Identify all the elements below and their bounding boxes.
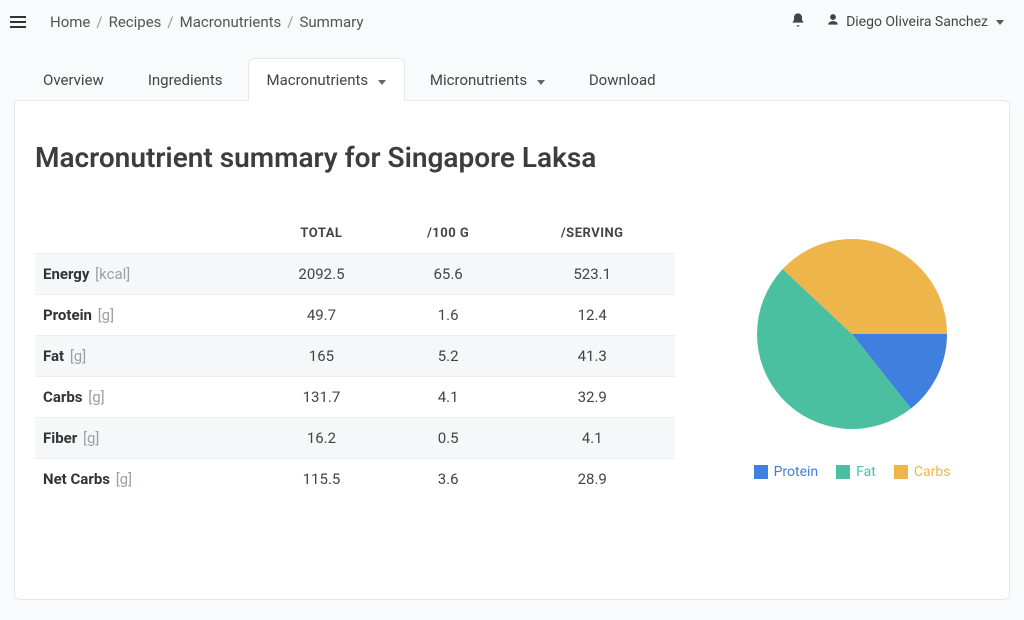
- pie-chart: [742, 224, 962, 444]
- row-label: Fiber [g]: [35, 418, 256, 459]
- table-row: Energy [kcal]2092.565.6523.1: [35, 254, 675, 295]
- row-label: Energy [kcal]: [35, 254, 256, 295]
- row-value: 41.3: [509, 336, 675, 377]
- tab-macronutrients[interactable]: Macronutrients: [248, 58, 405, 101]
- chevron-down-icon: [537, 80, 545, 85]
- user-menu[interactable]: Diego Oliveira Sanchez: [826, 13, 1004, 31]
- legend-item-carbs: Carbs: [894, 464, 951, 480]
- breadcrumb: Home / Recipes / Macronutrients / Summar…: [50, 13, 363, 31]
- bell-icon[interactable]: [790, 12, 806, 32]
- breadcrumb-item[interactable]: Macronutrients: [180, 13, 282, 31]
- row-label: Fat [g]: [35, 336, 256, 377]
- breadcrumb-sep: /: [287, 13, 293, 31]
- legend-swatch: [836, 465, 850, 479]
- row-value: 131.7: [256, 377, 387, 418]
- breadcrumb-item[interactable]: Recipes: [109, 13, 162, 31]
- tab-ingredients[interactable]: Ingredients: [129, 58, 242, 101]
- legend-label: Fat: [856, 464, 876, 480]
- menu-icon[interactable]: [10, 12, 30, 32]
- chevron-down-icon: [996, 20, 1004, 25]
- user-icon: [826, 13, 840, 31]
- legend-label: Protein: [774, 464, 819, 480]
- tab-download[interactable]: Download: [570, 58, 675, 101]
- tab-overview[interactable]: Overview: [24, 58, 123, 101]
- table-row: Protein [g]49.71.612.4: [35, 295, 675, 336]
- user-name: Diego Oliveira Sanchez: [846, 14, 988, 30]
- row-value: 523.1: [509, 254, 675, 295]
- breadcrumb-item-current: Summary: [300, 13, 364, 31]
- table-row: Fiber [g]16.20.54.1: [35, 418, 675, 459]
- row-value: 1.6: [387, 295, 510, 336]
- tabs: OverviewIngredientsMacronutrients Micron…: [14, 58, 1010, 101]
- table-row: Net Carbs [g]115.53.628.9: [35, 459, 675, 500]
- row-value: 5.2: [387, 336, 510, 377]
- breadcrumb-sep: /: [167, 13, 173, 31]
- row-label: Protein [g]: [35, 295, 256, 336]
- row-value: 115.5: [256, 459, 387, 500]
- row-value: 4.1: [509, 418, 675, 459]
- row-value: 28.9: [509, 459, 675, 500]
- tab-micronutrients[interactable]: Micronutrients: [411, 58, 564, 101]
- topbar: Home / Recipes / Macronutrients / Summar…: [0, 0, 1024, 44]
- row-value: 49.7: [256, 295, 387, 336]
- row-value: 3.6: [387, 459, 510, 500]
- row-label: Carbs [g]: [35, 377, 256, 418]
- table-row: Carbs [g]131.74.132.9: [35, 377, 675, 418]
- row-value: 65.6: [387, 254, 510, 295]
- row-value: 32.9: [509, 377, 675, 418]
- row-value: 165: [256, 336, 387, 377]
- table-header: /SERVING: [509, 214, 675, 254]
- legend-label: Carbs: [914, 464, 951, 480]
- table-header: TOTAL: [256, 214, 387, 254]
- row-label: Net Carbs [g]: [35, 459, 256, 500]
- macronutrient-table: TOTAL/100 G/SERVING Energy [kcal]2092.56…: [35, 214, 675, 499]
- pie-chart-section: Protein Fat Carbs: [715, 214, 989, 480]
- table-header: /100 G: [387, 214, 510, 254]
- row-value: 4.1: [387, 377, 510, 418]
- legend-item-protein: Protein: [754, 464, 819, 480]
- content-panel: Macronutrient summary for Singapore Laks…: [14, 100, 1010, 600]
- row-value: 16.2: [256, 418, 387, 459]
- row-value: 2092.5: [256, 254, 387, 295]
- table-header: [35, 214, 256, 254]
- legend-swatch: [754, 465, 768, 479]
- breadcrumb-item[interactable]: Home: [50, 13, 90, 31]
- row-value: 0.5: [387, 418, 510, 459]
- page-title: Macronutrient summary for Singapore Laks…: [35, 141, 989, 174]
- breadcrumb-sep: /: [96, 13, 102, 31]
- chevron-down-icon: [378, 80, 386, 85]
- chart-legend: Protein Fat Carbs: [754, 464, 951, 480]
- table-row: Fat [g]1655.241.3: [35, 336, 675, 377]
- legend-item-fat: Fat: [836, 464, 876, 480]
- legend-swatch: [894, 465, 908, 479]
- row-value: 12.4: [509, 295, 675, 336]
